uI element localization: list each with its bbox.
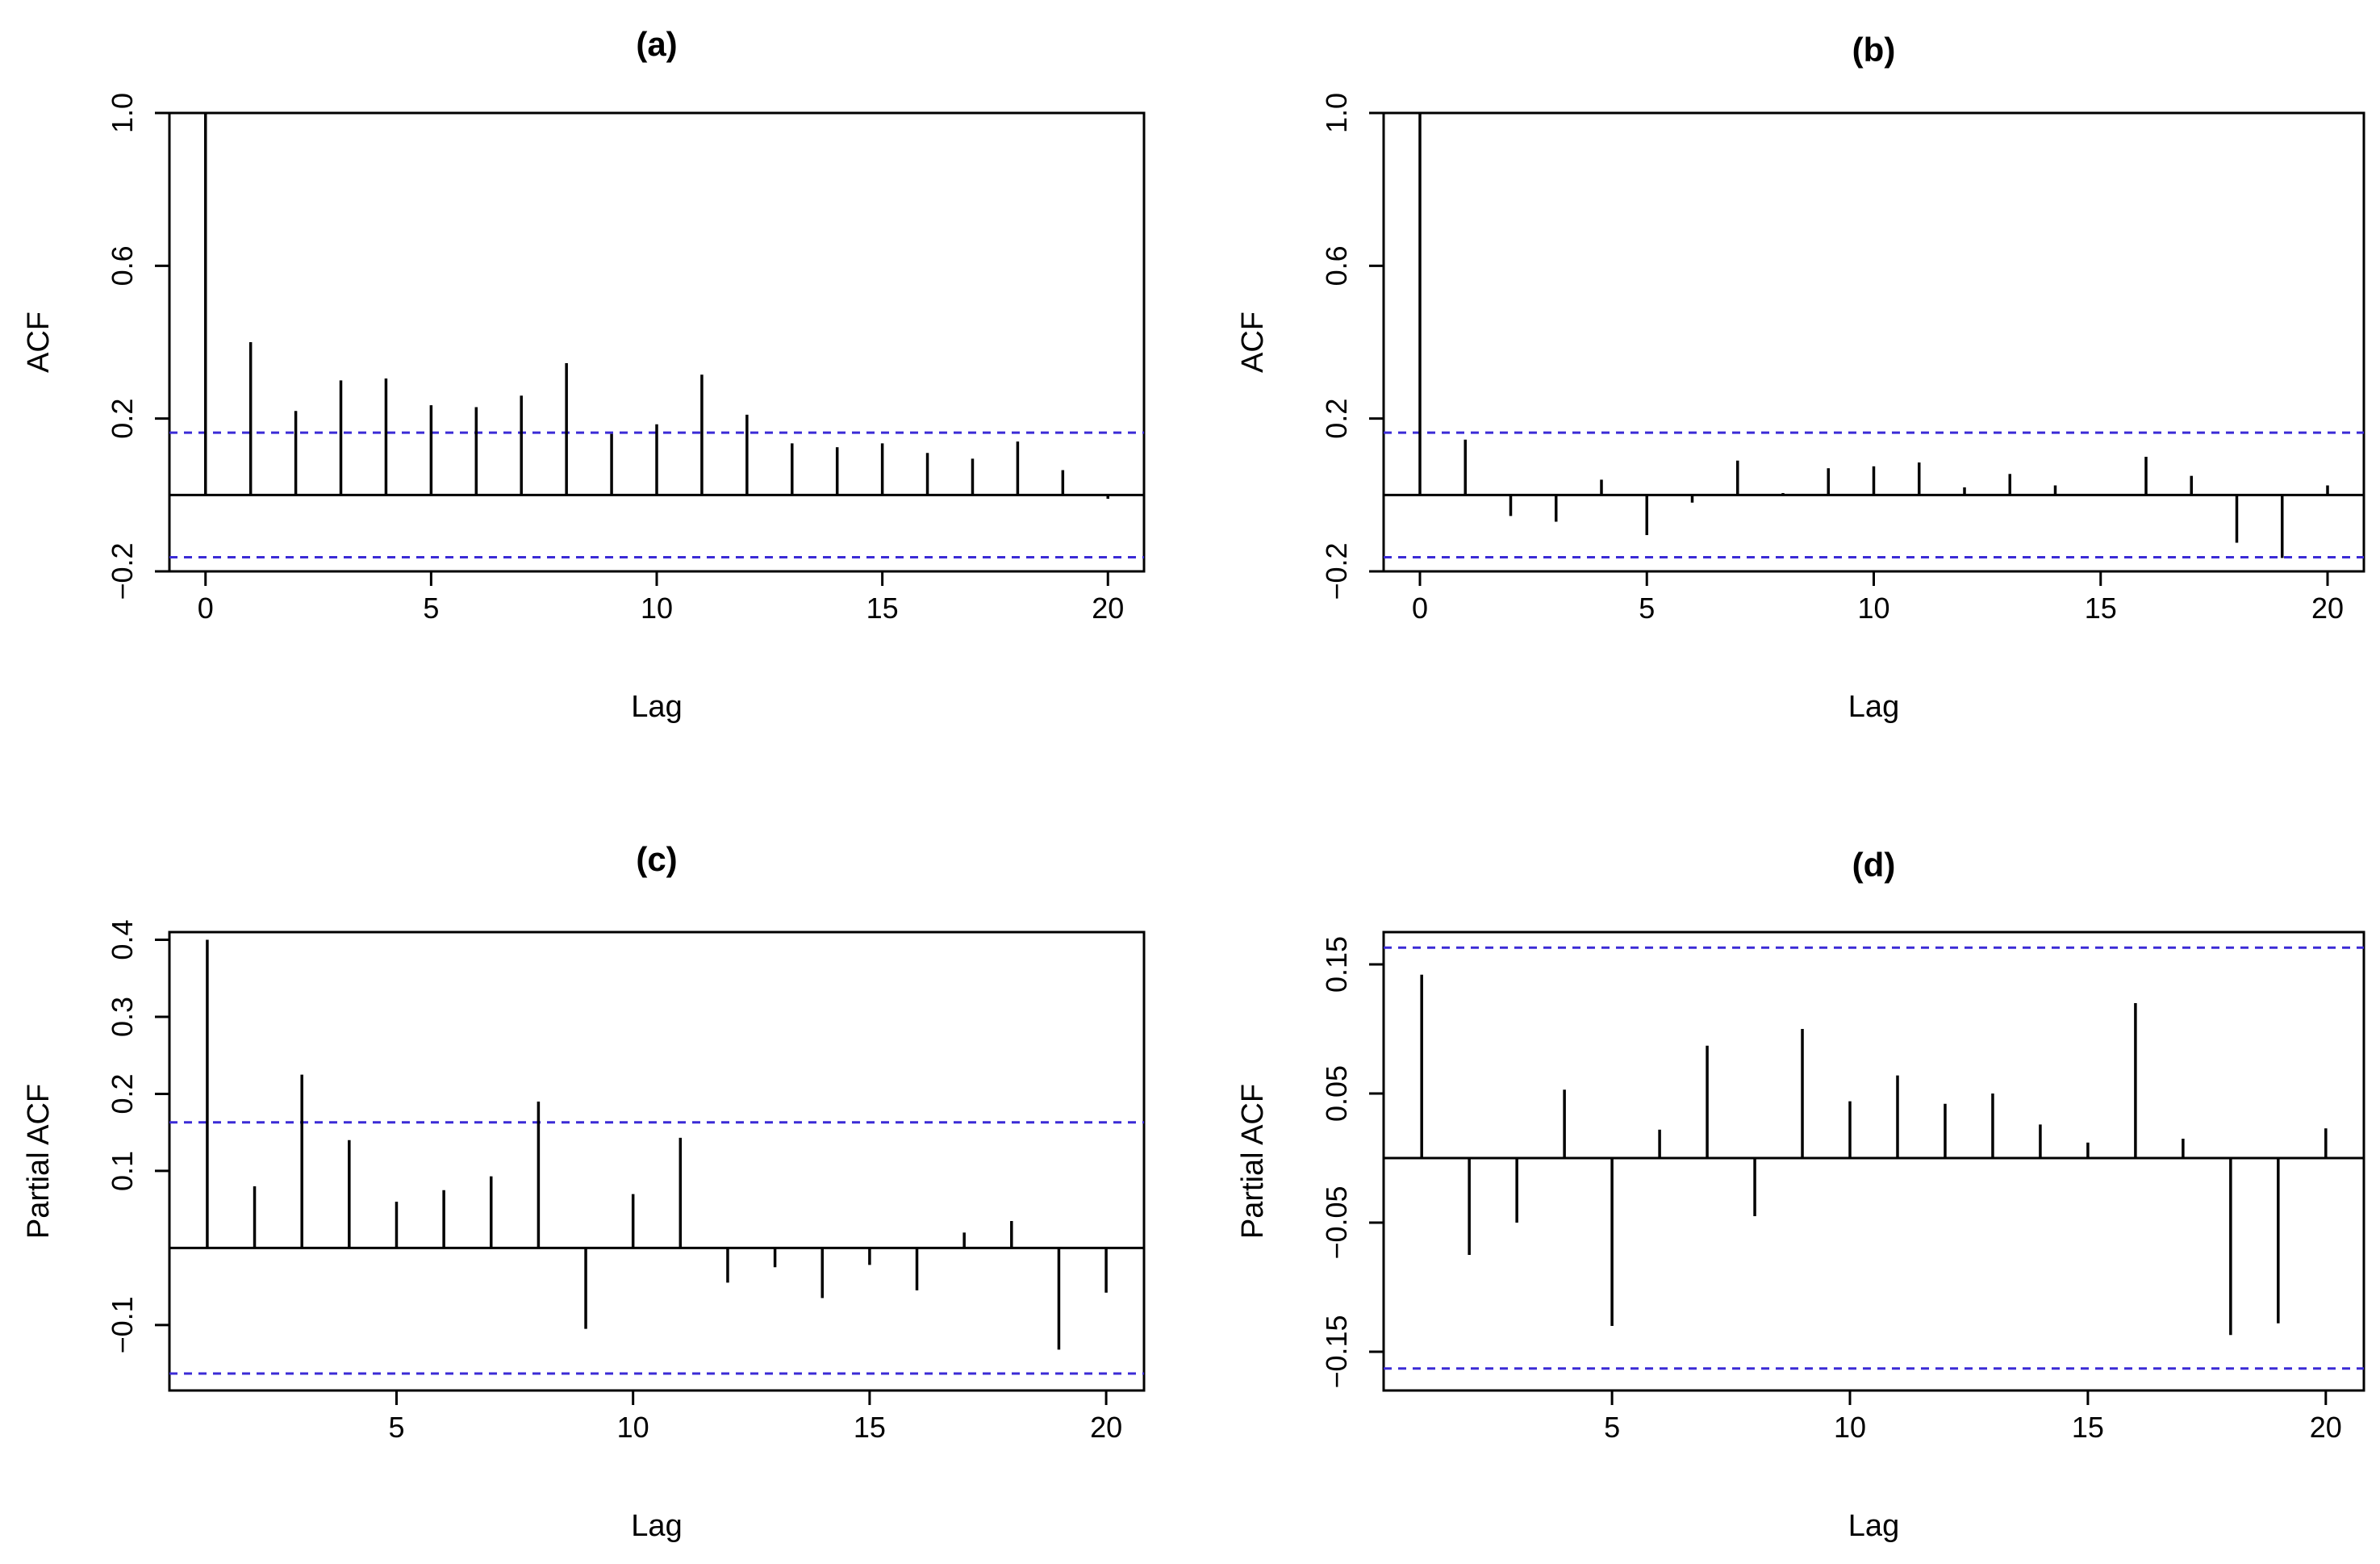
y-tick-label: 0.15: [1320, 936, 1353, 993]
x-tick-label: 10: [641, 592, 673, 625]
panel-a: (a) 0 5 10 15 20 −0.2 0.2 0.6 1.0 Lag ACF: [22, 25, 1146, 724]
y-tick-label: −0.15: [1320, 1315, 1353, 1388]
plot-frame: [1382, 111, 2365, 573]
y-tick-label: 0.1: [106, 1151, 139, 1191]
x-axis-label: Lag: [631, 690, 682, 724]
x-tick-label: 20: [2311, 592, 2344, 625]
x-tick-label: 0: [1412, 592, 1428, 625]
panel-b: (b) 0 5 10 15 20 −0.2 0.2 0.6 1.0 Lag ACF: [1236, 31, 2365, 724]
chart-title: (d): [1852, 846, 1896, 884]
x-tick-label: 0: [198, 592, 214, 625]
y-tick-label: −0.05: [1320, 1186, 1353, 1259]
plot-frame: [168, 111, 1146, 573]
y-tick-label: −0.1: [106, 1296, 139, 1353]
x-tick-label: 5: [388, 1411, 404, 1444]
y-tick-label: 0.2: [106, 399, 139, 439]
y-tick-label: −0.2: [106, 542, 139, 600]
y-tick-label: 1.0: [106, 93, 139, 133]
y-tick-label: 0.6: [106, 245, 139, 286]
y-axis-label: Partial ACF: [22, 1084, 56, 1239]
x-tick-label: 20: [1092, 592, 1124, 625]
panel-c: (c) 5 10 15 20 −0.1 0.1 0.2 0.3 0.4 Lag Partial ACF: [22, 840, 1146, 1543]
y-tick-label: 1.0: [1320, 93, 1353, 133]
plot-frame: [1382, 930, 2365, 1392]
y-tick-label: 0.2: [106, 1073, 139, 1114]
x-axis-label: Lag: [1848, 690, 1899, 724]
x-tick-label: 10: [1834, 1411, 1866, 1444]
x-tick-label: 20: [1090, 1411, 1122, 1444]
x-tick-label: 15: [2085, 592, 2117, 625]
y-tick-label: 0.2: [1320, 399, 1353, 439]
x-tick-label: 15: [854, 1411, 886, 1444]
y-axis-label: ACF: [22, 312, 56, 373]
panel-d: (d) 5 10 15 20 −0.15 −0.05 0.05 0.15 Lag Partial A…: [1236, 846, 2365, 1543]
x-axis-label: Lag: [1848, 1509, 1899, 1543]
y-tick-label: 0.6: [1320, 245, 1353, 286]
y-axis-label: Partial ACF: [1236, 1084, 1270, 1239]
y-axis-label: ACF: [1236, 312, 1270, 373]
x-tick-label: 5: [1604, 1411, 1620, 1444]
y-tick-label: 0.3: [106, 997, 139, 1037]
x-tick-label: 5: [423, 592, 439, 625]
chart-title: (a): [636, 25, 677, 63]
y-tick-label: −0.2: [1320, 542, 1353, 600]
chart-title: (b): [1852, 31, 1896, 69]
x-tick-label: 5: [1639, 592, 1655, 625]
plot-frame: [168, 930, 1146, 1392]
x-tick-label: 20: [2310, 1411, 2342, 1444]
y-tick-label: 0.4: [106, 920, 139, 960]
x-tick-label: 15: [866, 592, 899, 625]
chart-title: (c): [636, 840, 677, 878]
x-tick-label: 15: [2072, 1411, 2104, 1444]
y-tick-label: 0.05: [1320, 1065, 1353, 1122]
x-tick-label: 10: [1857, 592, 1889, 625]
x-tick-label: 10: [617, 1411, 649, 1444]
x-axis-label: Lag: [631, 1509, 682, 1543]
